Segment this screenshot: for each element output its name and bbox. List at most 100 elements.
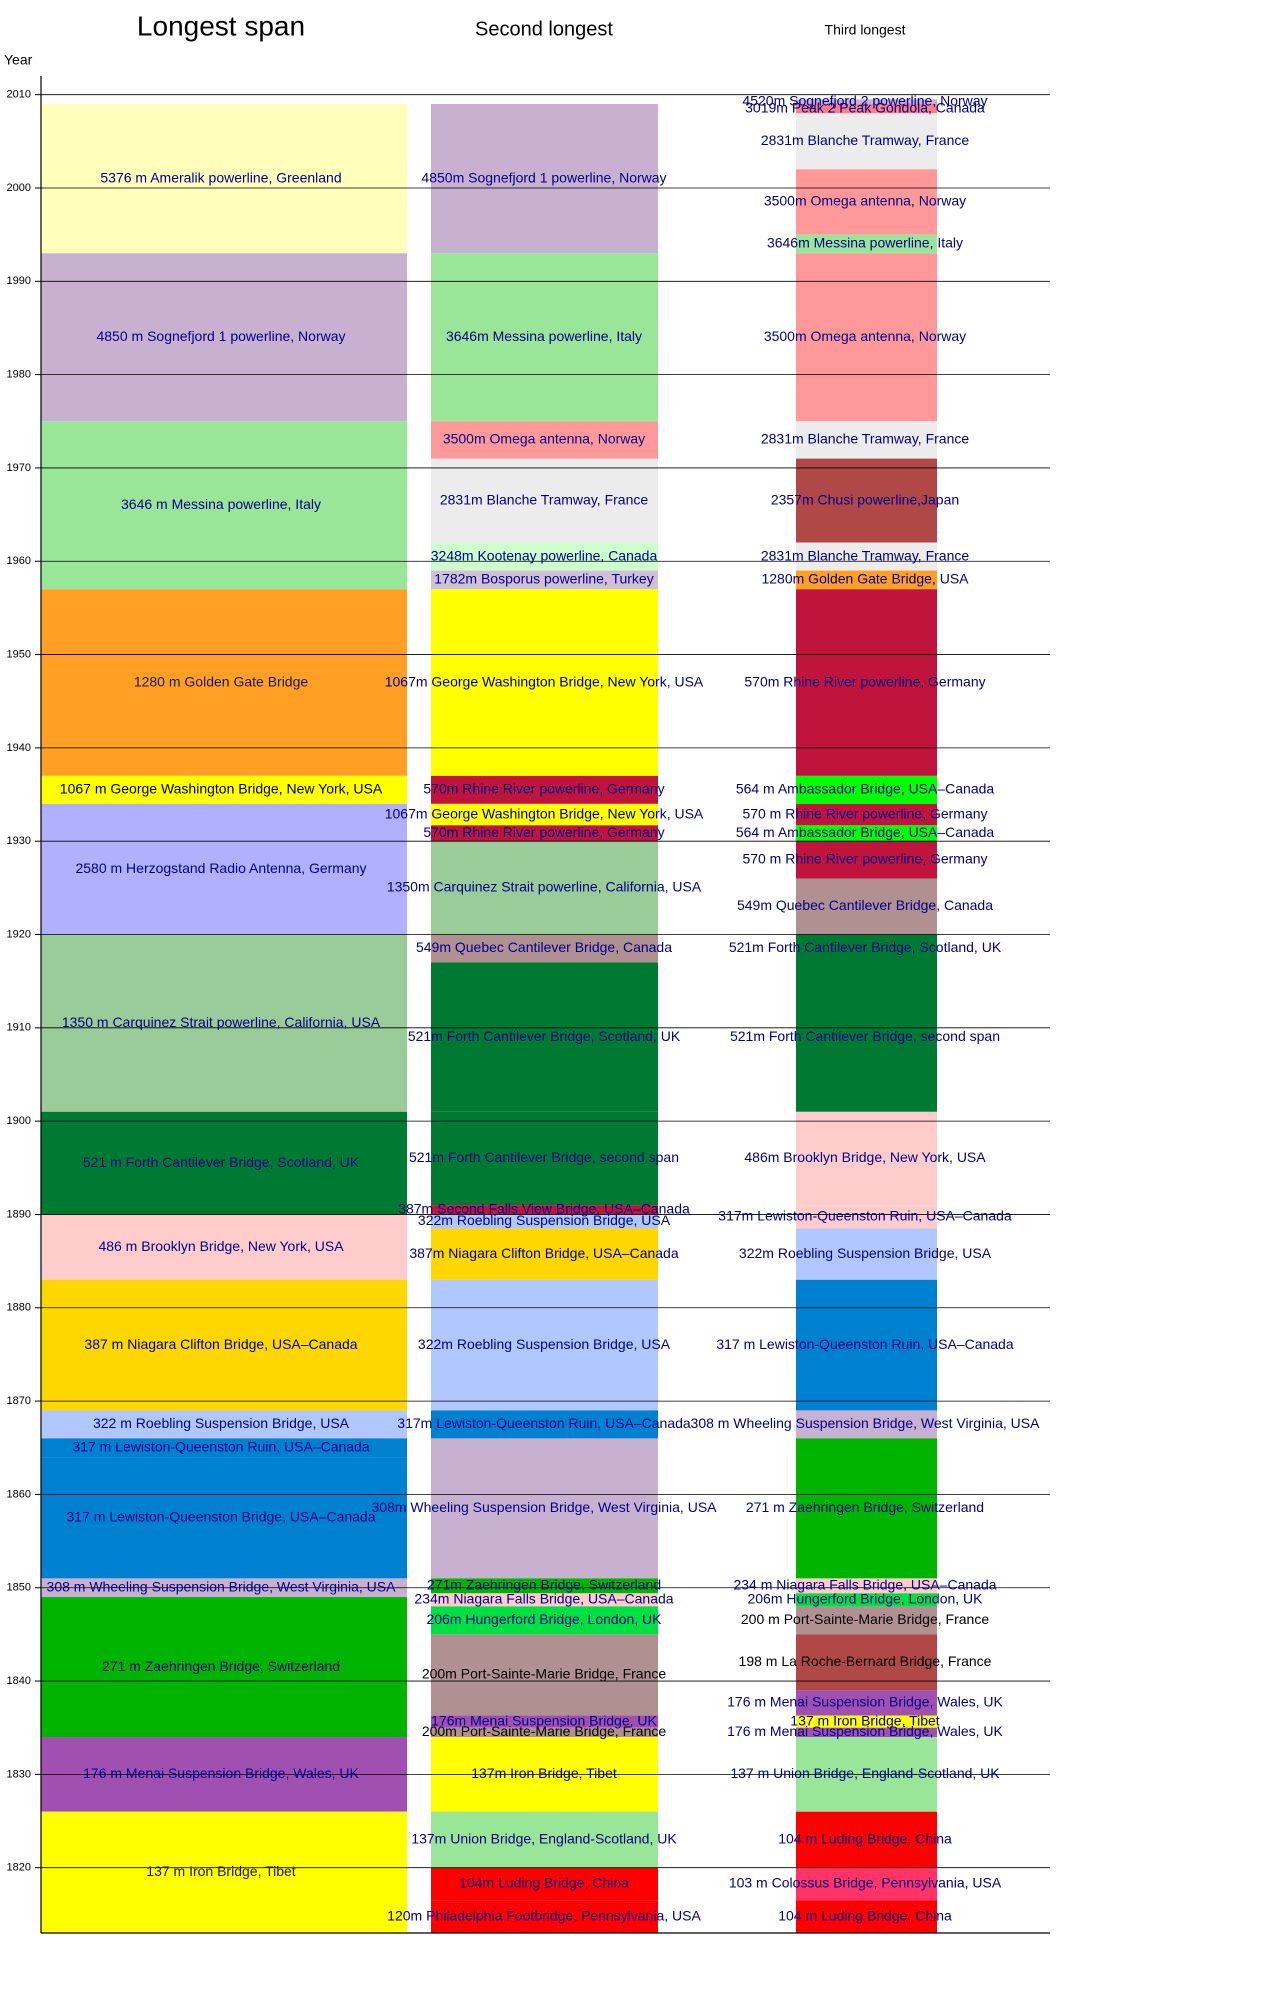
span-label: 322m Roebling Suspension Bridge, USA: [739, 1245, 992, 1261]
span-label: 137 m Iron Bridge, Tibet: [146, 1863, 296, 1879]
span-bar: [796, 458, 937, 543]
span-bar: [796, 421, 937, 459]
span-label: 176 m Menai Suspension Bridge, Wales, UK: [727, 1694, 1003, 1710]
span-bar: [41, 1279, 407, 1411]
span-label: 1067m George Washington Bridge, New York…: [385, 673, 704, 689]
span-label: 103 m Colossus Bridge, Pennsylvania, USA: [729, 1875, 1002, 1891]
span-bar: [431, 103, 658, 254]
span-label: 570m Rhine River powerline, Germany: [423, 824, 664, 840]
span-bar: [796, 542, 937, 571]
span-label: 564 m Ambassador Bridge, USA–Canada: [736, 781, 995, 797]
span-bar: [431, 934, 658, 963]
span-bar: [41, 1438, 407, 1458]
span-label: 322 m Roebling Suspension Bridge, USA: [93, 1415, 350, 1431]
span-bar: [431, 1578, 658, 1594]
span-bar: [41, 1597, 407, 1738]
span-label: 137 m Iron Bridge, Tibet: [790, 1712, 940, 1728]
span-bar: [41, 775, 407, 804]
span-label: 3646m Messina powerline, Italy: [446, 328, 642, 344]
y-tick-label: 1880: [7, 1302, 31, 1314]
span-label: 570m Rhine River powerline, Germany: [744, 673, 985, 689]
y-tick-label: 1850: [7, 1582, 31, 1594]
y-tick-label: 1930: [7, 835, 31, 847]
span-bar: [431, 1205, 658, 1215]
span-label: 234m Niagara Falls Bridge, USA–Canada: [414, 1591, 673, 1607]
span-bar: [431, 841, 658, 935]
span-bar: [796, 841, 937, 879]
span-bar: [431, 542, 658, 571]
span-label: 3646m Messina powerline, Italy: [767, 235, 963, 251]
span-label: 2831m Blanche Tramway, France: [761, 547, 969, 563]
span-label: 317 m Lewiston-Queenston Bridge, USA–Can…: [67, 1508, 376, 1524]
span-bar: [431, 1715, 658, 1728]
span-label: 521m Forth Cantilever Bridge, second spa…: [409, 1149, 679, 1165]
span-bar: [796, 1578, 937, 1594]
span-bar: [796, 1606, 937, 1635]
span-bar: [431, 1593, 658, 1607]
span-bar: [796, 1715, 937, 1728]
span-label: 2580 m Herzogstand Radio Antenna, German…: [75, 860, 366, 876]
span-bar: [796, 234, 937, 254]
span-bar: [41, 1457, 407, 1579]
span-label: 570 m Rhine River powerline, Germany: [742, 851, 987, 867]
span-label: 1350m Carquinez Strait powerline, Califo…: [387, 879, 702, 895]
y-tick-label: 1870: [7, 1395, 31, 1407]
span-bar: [431, 962, 658, 1112]
span-bar: [796, 589, 937, 776]
span-label: 271m Zaehringen Bridge, Switzerland: [427, 1577, 661, 1593]
span-bar: [41, 1111, 407, 1215]
span-label: 317 m Lewiston-Queenston Ruin, USA–Canad…: [716, 1336, 1014, 1352]
span-bar: [431, 775, 658, 804]
span-bar: [41, 1811, 407, 1933]
span-bar: [431, 1438, 658, 1579]
span-label: 137 m Union Bridge, England-Scotland, UK: [730, 1765, 1000, 1781]
y-tick-label: 1830: [7, 1768, 31, 1780]
span-label: 3500m Omega antenna, Norway: [443, 431, 645, 447]
span-label: 2357m Chusi powerline,Japan: [771, 491, 959, 507]
span-bar: [796, 878, 937, 935]
span-label: 1350 m Carquinez Strait powerline, Calif…: [62, 1014, 381, 1030]
span-bar: [431, 1111, 658, 1206]
span-label: 234 m Niagara Falls Bridge, USA–Canada: [733, 1577, 996, 1593]
span-label: 271 m Zaehringen Bridge, Switzerland: [102, 1658, 340, 1674]
span-bar: [796, 1727, 937, 1738]
span-label: 570 m Rhine River powerline, Germany: [742, 805, 987, 821]
span-label: 206m Hungerford Bridge, London, UK: [426, 1611, 662, 1627]
span-label: 104m Luding Bridge, China: [459, 1875, 629, 1891]
span-bar: [796, 962, 937, 1112]
span-label: 3248m Kootenay powerline, Canada: [431, 547, 658, 563]
y-axis-label: Year: [4, 52, 33, 68]
span-label: 308 m Wheeling Suspension Bridge, West V…: [691, 1415, 1041, 1431]
span-bar: [431, 1634, 658, 1716]
span-bar: [431, 1606, 658, 1635]
column-header: Longest span: [137, 10, 305, 41]
span-bar: [796, 113, 937, 170]
span-label: 137m Union Bridge, England-Scotland, UK: [411, 1830, 677, 1846]
span-label: 1280 m Golden Gate Bridge: [134, 673, 309, 689]
span-bar: [796, 1438, 937, 1579]
span-label: 4850m Sognefjord 1 powerline, Norway: [421, 169, 666, 185]
span-bar: [796, 1867, 937, 1901]
y-tick-label: 1860: [7, 1488, 31, 1500]
span-label: 4520m Sognefjord 2 powerline, Norway: [742, 92, 987, 108]
span-label: 308m Wheeling Suspension Bridge, West Vi…: [372, 1499, 718, 1515]
span-bar: [796, 1900, 937, 1933]
span-label: 176 m Menai Suspension Bridge, Wales, UK: [83, 1765, 359, 1781]
column-header: Third longest: [825, 22, 906, 38]
span-bar: [796, 1811, 937, 1868]
span-bar: [41, 589, 407, 776]
y-tick-label: 1840: [7, 1675, 31, 1687]
span-bar: [796, 169, 937, 235]
span-bar: [796, 1228, 937, 1280]
span-bar: [796, 803, 937, 826]
span-bar: [796, 1111, 937, 1206]
span-label: 200 m Port-Sainte-Marie Bridge, France: [741, 1611, 989, 1627]
span-label: 322m Roebling Suspension Bridge, USA: [418, 1212, 671, 1228]
y-tick-label: 1890: [7, 1208, 31, 1220]
span-label: 317 m Lewiston-Queenston Ruin, USA–Canad…: [72, 1438, 370, 1454]
span-label: 486m Brooklyn Bridge, New York, USA: [744, 1149, 986, 1165]
span-bar: [431, 803, 658, 826]
span-label: 387m Second Falls View Bridge, USA–Canad…: [398, 1200, 690, 1216]
span-bar: [431, 570, 658, 590]
